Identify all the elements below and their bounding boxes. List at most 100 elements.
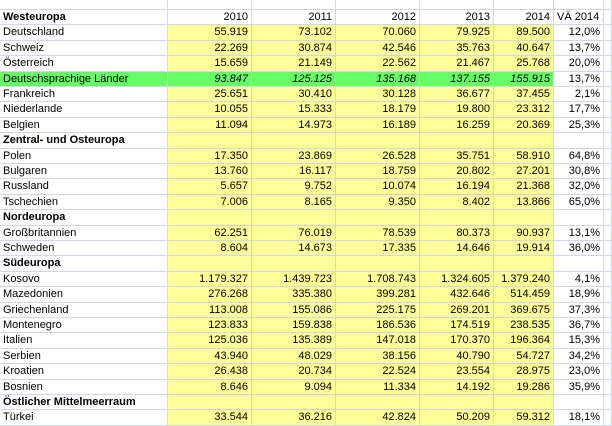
- value-cell: 37.455: [494, 87, 554, 103]
- value-cell: [494, 210, 554, 226]
- value-cell: 36.677: [420, 87, 494, 103]
- value-cell: 1.179.327: [168, 271, 252, 288]
- value-cell: 1.439.723: [252, 271, 336, 288]
- value-cell: 20.369: [494, 117, 554, 134]
- value-cell: 335.380: [252, 287, 336, 303]
- row-label: Mazedonien: [0, 287, 168, 303]
- row-label: Türkei: [0, 410, 168, 426]
- value-cell: 89.500: [494, 25, 554, 41]
- empty-cell: [336, 0, 420, 10]
- row-label: Kroatien: [0, 364, 168, 380]
- value-cell: 369.675: [494, 302, 554, 318]
- value-cell: 1.708.743: [336, 271, 420, 288]
- value-cell: 159.838: [252, 318, 336, 334]
- value-cell: 70.060: [336, 25, 420, 41]
- value-cell: 23,0%: [554, 364, 604, 380]
- value-cell: 1.324.605: [420, 271, 494, 288]
- value-cell: [252, 210, 336, 226]
- value-cell: 9.350: [336, 194, 420, 211]
- value-cell: 21.149: [252, 56, 336, 72]
- value-cell: [420, 395, 494, 411]
- value-cell: [168, 210, 252, 226]
- value-cell: [554, 210, 604, 226]
- value-cell: [336, 133, 420, 149]
- value-cell: 10.055: [168, 102, 252, 118]
- value-cell: 73.102: [252, 25, 336, 41]
- row-label: Russland: [0, 179, 168, 195]
- value-cell: 35,9%: [554, 379, 604, 395]
- value-cell: 2012: [336, 10, 420, 26]
- value-cell: 36,7%: [554, 318, 604, 334]
- value-cell: 19.286: [494, 379, 554, 395]
- value-cell: [604, 348, 612, 365]
- value-cell: 17,7%: [554, 102, 604, 118]
- value-cell: 13,7%: [554, 71, 604, 87]
- value-cell: 32,0%: [554, 179, 604, 195]
- value-cell: [604, 179, 612, 195]
- value-cell: 196.364: [494, 333, 554, 349]
- section-label: Nordeuropa: [0, 210, 168, 226]
- value-cell: [604, 364, 612, 380]
- value-cell: 155.086: [252, 302, 336, 318]
- value-cell: 238.535: [494, 318, 554, 334]
- value-cell: 54.727: [494, 348, 554, 365]
- value-cell: [604, 102, 612, 118]
- value-cell: [604, 71, 612, 87]
- value-cell: 4,1%: [554, 271, 604, 288]
- value-cell: 22.269: [168, 40, 252, 57]
- value-cell: [604, 148, 612, 164]
- empty-cell: [420, 0, 494, 10]
- section-label: Westeuropa: [0, 10, 168, 26]
- value-cell: [604, 40, 612, 57]
- value-cell: 30.128: [336, 87, 420, 103]
- value-cell: [604, 117, 612, 134]
- value-cell: 16.117: [252, 164, 336, 180]
- value-cell: 19.914: [494, 241, 554, 257]
- value-cell: 90.937: [494, 225, 554, 241]
- value-cell: 62.251: [168, 225, 252, 241]
- value-cell: 93.847: [168, 71, 252, 87]
- value-cell: 42.546: [336, 40, 420, 57]
- value-cell: 16.194: [420, 179, 494, 195]
- value-cell: 55.919: [168, 25, 252, 41]
- value-cell: 186.536: [336, 318, 420, 334]
- row-label: Serbien: [0, 348, 168, 365]
- row-label: Österreich: [0, 56, 168, 72]
- value-cell: 18,9%: [554, 287, 604, 303]
- value-cell: 174.519: [420, 318, 494, 334]
- value-cell: 9.094: [252, 379, 336, 395]
- value-cell: [604, 194, 612, 211]
- value-cell: [554, 133, 604, 149]
- empty-cell: [494, 0, 554, 10]
- value-cell: 36.216: [252, 410, 336, 426]
- value-cell: 40.647: [494, 40, 554, 57]
- value-cell: 18,1%: [554, 410, 604, 426]
- section-label: Zentral- und Osteuropa: [0, 133, 168, 149]
- value-cell: [336, 256, 420, 272]
- value-cell: 135.389: [252, 333, 336, 349]
- value-cell: 11.094: [168, 117, 252, 134]
- row-label: Schweden: [0, 241, 168, 257]
- value-cell: 38.156: [336, 348, 420, 365]
- value-cell: [604, 302, 612, 318]
- value-cell: 225.175: [336, 302, 420, 318]
- value-cell: [604, 87, 612, 103]
- value-cell: [604, 271, 612, 288]
- value-cell: 28.975: [494, 364, 554, 380]
- value-cell: 13,1%: [554, 225, 604, 241]
- row-label: Deutschland: [0, 25, 168, 41]
- row-label: Polen: [0, 148, 168, 164]
- value-cell: [494, 133, 554, 149]
- value-cell: 14.646: [420, 241, 494, 257]
- value-cell: 26.438: [168, 364, 252, 380]
- row-label: Schweiz: [0, 40, 168, 57]
- row-label: Bulgaren: [0, 164, 168, 180]
- value-cell: 125.036: [168, 333, 252, 349]
- value-cell: 30.874: [252, 40, 336, 57]
- value-cell: [604, 395, 612, 411]
- value-cell: [604, 10, 612, 26]
- value-cell: 25,3%: [554, 117, 604, 134]
- value-cell: [168, 133, 252, 149]
- value-cell: 155.915: [494, 71, 554, 87]
